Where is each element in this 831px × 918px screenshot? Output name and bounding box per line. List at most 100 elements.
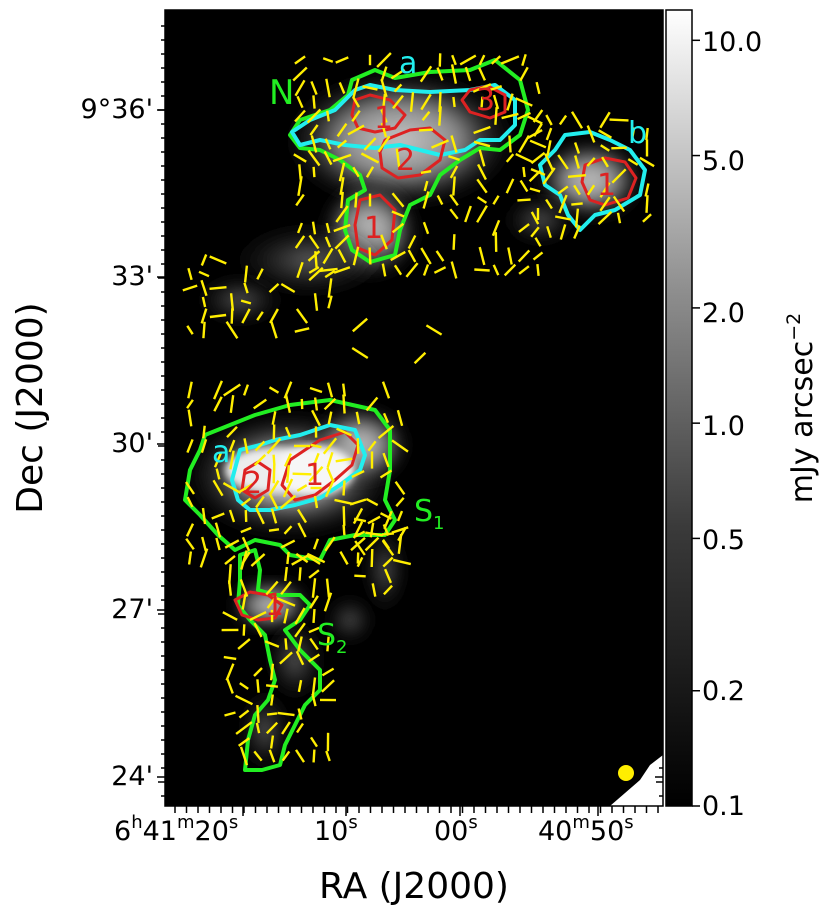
polarization-vector	[473, 140, 491, 148]
polarization-vector	[238, 483, 254, 493]
polarization-vector	[308, 569, 320, 579]
polarization-vector	[431, 139, 449, 149]
polarization-vector	[229, 293, 235, 311]
polarization-vector	[253, 398, 267, 410]
polarization-vector	[228, 509, 236, 523]
core-label-s1-2: 2	[243, 466, 262, 501]
polarization-vector	[200, 254, 208, 266]
polarization-vector	[229, 395, 235, 413]
polarization-vector	[291, 554, 309, 566]
polarization-vector	[558, 114, 568, 126]
polarization-vector	[559, 224, 567, 240]
red-contour-n3	[460, 84, 507, 120]
polarization-vector	[530, 211, 540, 225]
polarization-vector	[239, 682, 249, 690]
polarization-vector	[312, 538, 320, 550]
polarization-vector	[351, 346, 369, 360]
y-tick-label: 24'	[111, 761, 153, 792]
polarization-vector	[545, 127, 553, 141]
polarization-vector	[354, 530, 366, 538]
polarization-vector	[352, 166, 360, 178]
polarization-vector	[255, 507, 265, 525]
polarization-vector	[237, 737, 251, 747]
polarization-vector	[307, 250, 321, 262]
polarization-vector	[297, 708, 303, 720]
polarization-vector	[307, 149, 321, 167]
polarization-vector	[354, 574, 366, 578]
colorbar-ticks	[692, 39, 700, 807]
polarization-vector	[229, 450, 235, 470]
colorbar-tick-labels: 10.0 5.0 2.0 1.0 0.5 0.2 0.1	[702, 27, 762, 822]
polarization-vector	[396, 510, 404, 522]
polarization-vector	[390, 250, 406, 262]
colorbar-tick-label: 2.0	[702, 298, 745, 329]
polarization-vector	[314, 251, 318, 269]
polarization-vector	[380, 109, 388, 123]
polarization-vector	[397, 526, 407, 542]
polarization-vector	[224, 711, 236, 717]
polarization-vector	[326, 451, 334, 469]
polarization-vector	[282, 478, 294, 498]
polarization-vector	[546, 225, 552, 239]
polarization-vector	[296, 261, 304, 279]
polarization-vector	[241, 594, 247, 610]
polarization-vector	[535, 81, 541, 95]
polarization-vector	[325, 222, 331, 234]
polarization-vector	[243, 265, 249, 283]
polarization-vector	[518, 223, 530, 233]
polarization-vector	[326, 467, 334, 481]
polarization-vector	[321, 667, 335, 677]
polarization-vector	[268, 479, 280, 497]
polarization-vector	[322, 57, 334, 63]
polarization-vector	[340, 191, 344, 209]
polarization-vector	[312, 166, 316, 178]
polarization-vector	[335, 56, 349, 64]
polarization-vector	[517, 198, 531, 202]
polarization-vector	[284, 453, 292, 467]
polarization-vector	[542, 167, 556, 185]
polarization-vector	[240, 497, 252, 507]
polarization-vector	[528, 169, 542, 183]
polarization-vector	[182, 284, 198, 292]
polarization-vector	[256, 268, 264, 280]
red-contour-n2	[378, 126, 447, 180]
polarization-vector	[308, 626, 320, 634]
polarization-vector	[369, 522, 375, 538]
polarization-vector	[294, 749, 306, 763]
polarization-vector	[452, 176, 456, 196]
polarization-vector	[202, 425, 206, 439]
polarization-vector	[503, 263, 517, 277]
polarization-vector	[508, 135, 512, 153]
polarization-vector	[597, 211, 613, 225]
polarization-vector	[309, 386, 323, 394]
polarization-vector	[352, 317, 368, 333]
polarization-vector	[342, 383, 346, 397]
polarization-vector	[627, 158, 639, 166]
polarization-vector	[309, 736, 319, 748]
polarization-vector	[527, 129, 543, 139]
polarization-vector	[324, 478, 336, 498]
polarization-vector	[480, 96, 484, 108]
core-label-n3: 3	[476, 83, 495, 118]
polarization-vector	[557, 154, 569, 170]
polarization-vector	[515, 97, 533, 107]
polarization-vector	[420, 93, 432, 111]
polarization-vector	[310, 443, 322, 449]
x-tick-label: 6h41m20s	[114, 812, 238, 847]
polarization-vector	[240, 526, 252, 534]
plot-frame	[164, 9, 664, 807]
polarization-vector	[269, 494, 279, 510]
polarization-vector	[296, 484, 308, 492]
polarization-vector	[452, 96, 456, 108]
x-tick-label: 40m50s	[538, 812, 634, 847]
polarization-vector	[612, 195, 626, 213]
label-a-south: a	[212, 435, 230, 470]
polarization-vector	[368, 247, 372, 265]
polarization-vector	[586, 184, 596, 196]
polarization-vector	[212, 479, 224, 497]
polarization-vector	[324, 236, 332, 248]
polarization-vector	[383, 568, 393, 584]
polarization-vector	[198, 270, 210, 278]
polarization-vector	[294, 79, 306, 97]
polarization-vector	[557, 185, 569, 195]
